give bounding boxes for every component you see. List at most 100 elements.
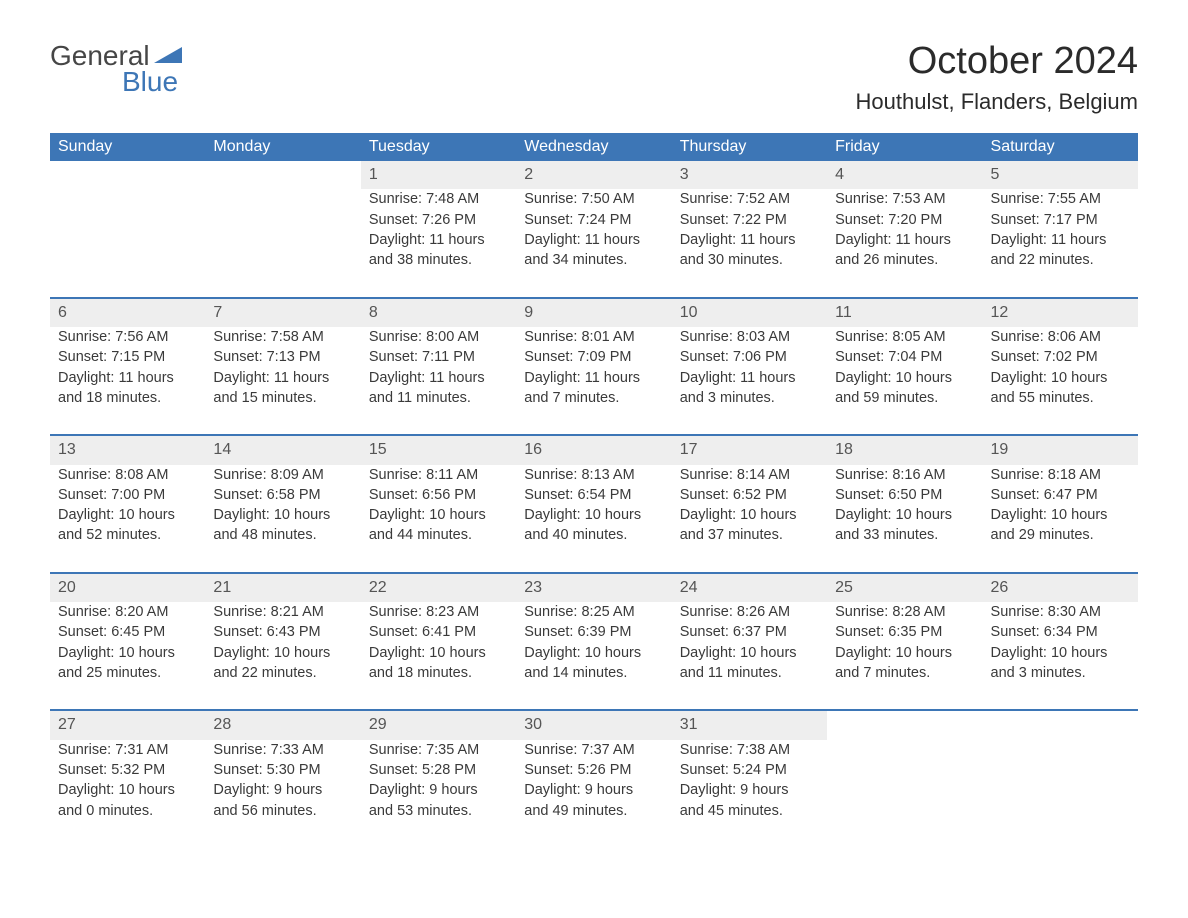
sunset-text: Sunset: 6:37 PM — [680, 622, 819, 642]
daylight-line2: and 15 minutes. — [213, 388, 352, 408]
daylight-line2: and 14 minutes. — [524, 663, 663, 683]
day-info-cell: Sunrise: 7:48 AMSunset: 7:26 PMDaylight:… — [361, 189, 516, 297]
month-title: October 2024 — [856, 40, 1138, 83]
sunrise-text: Sunrise: 7:31 AM — [58, 740, 197, 760]
sunset-text: Sunset: 6:54 PM — [524, 485, 663, 505]
sunset-text: Sunset: 7:04 PM — [835, 347, 974, 367]
day-info-cell: Sunrise: 8:11 AMSunset: 6:56 PMDaylight:… — [361, 465, 516, 573]
logo: General Blue — [50, 40, 182, 98]
day-info-cell: Sunrise: 7:56 AMSunset: 7:15 PMDaylight:… — [50, 327, 205, 435]
daylight-line1: Daylight: 9 hours — [680, 780, 819, 800]
daylight-line2: and 3 minutes. — [991, 663, 1130, 683]
day-info-cell: Sunrise: 8:05 AMSunset: 7:04 PMDaylight:… — [827, 327, 982, 435]
daylight-line1: Daylight: 11 hours — [369, 230, 508, 250]
daylight-line2: and 44 minutes. — [369, 525, 508, 545]
daylight-line2: and 25 minutes. — [58, 663, 197, 683]
day-header-row: Sunday Monday Tuesday Wednesday Thursday… — [50, 133, 1138, 161]
day-number-cell: 10 — [672, 298, 827, 327]
daylight-line2: and 18 minutes. — [58, 388, 197, 408]
daylight-line2: and 56 minutes. — [213, 801, 352, 821]
sunrise-text: Sunrise: 8:28 AM — [835, 602, 974, 622]
daylight-line2: and 26 minutes. — [835, 250, 974, 270]
daylight-line1: Daylight: 10 hours — [680, 505, 819, 525]
daylight-line1: Daylight: 10 hours — [213, 505, 352, 525]
sunrise-text: Sunrise: 8:08 AM — [58, 465, 197, 485]
sunrise-text: Sunrise: 7:38 AM — [680, 740, 819, 760]
sunset-text: Sunset: 6:56 PM — [369, 485, 508, 505]
day-number-cell: 6 — [50, 298, 205, 327]
sunset-text: Sunset: 6:34 PM — [991, 622, 1130, 642]
daylight-line1: Daylight: 10 hours — [835, 643, 974, 663]
week-daynum-row: 6789101112 — [50, 298, 1138, 327]
sunrise-text: Sunrise: 7:53 AM — [835, 189, 974, 209]
daylight-line2: and 38 minutes. — [369, 250, 508, 270]
day-number-cell: 16 — [516, 435, 671, 464]
day-info-cell: Sunrise: 7:33 AMSunset: 5:30 PMDaylight:… — [205, 740, 360, 847]
daylight-line1: Daylight: 9 hours — [369, 780, 508, 800]
daylight-line1: Daylight: 10 hours — [991, 505, 1130, 525]
sunrise-text: Sunrise: 8:06 AM — [991, 327, 1130, 347]
col-tuesday: Tuesday — [361, 133, 516, 161]
day-info-cell: Sunrise: 7:53 AMSunset: 7:20 PMDaylight:… — [827, 189, 982, 297]
sunset-text: Sunset: 7:15 PM — [58, 347, 197, 367]
day-number-cell: 23 — [516, 573, 671, 602]
daylight-line2: and 34 minutes. — [524, 250, 663, 270]
daylight-line1: Daylight: 11 hours — [524, 368, 663, 388]
title-block: October 2024 Houthulst, Flanders, Belgiu… — [856, 40, 1138, 115]
daylight-line1: Daylight: 11 hours — [680, 230, 819, 250]
daylight-line1: Daylight: 10 hours — [58, 780, 197, 800]
sunrise-text: Sunrise: 8:13 AM — [524, 465, 663, 485]
sunrise-text: Sunrise: 7:48 AM — [369, 189, 508, 209]
daylight-line2: and 45 minutes. — [680, 801, 819, 821]
day-number-cell — [827, 710, 982, 739]
daylight-line1: Daylight: 10 hours — [991, 643, 1130, 663]
day-number-cell: 1 — [361, 161, 516, 189]
sunrise-text: Sunrise: 8:05 AM — [835, 327, 974, 347]
logo-word2: Blue — [122, 66, 182, 98]
daylight-line2: and 37 minutes. — [680, 525, 819, 545]
daylight-line2: and 40 minutes. — [524, 525, 663, 545]
daylight-line1: Daylight: 11 hours — [835, 230, 974, 250]
daylight-line2: and 33 minutes. — [835, 525, 974, 545]
sunrise-text: Sunrise: 7:55 AM — [991, 189, 1130, 209]
daylight-line1: Daylight: 11 hours — [58, 368, 197, 388]
sunrise-text: Sunrise: 7:50 AM — [524, 189, 663, 209]
day-info-cell: Sunrise: 7:35 AMSunset: 5:28 PMDaylight:… — [361, 740, 516, 847]
daylight-line2: and 48 minutes. — [213, 525, 352, 545]
daylight-line1: Daylight: 10 hours — [991, 368, 1130, 388]
sunset-text: Sunset: 5:26 PM — [524, 760, 663, 780]
daylight-line1: Daylight: 10 hours — [213, 643, 352, 663]
daylight-line1: Daylight: 9 hours — [524, 780, 663, 800]
week-daynum-row: 2728293031 — [50, 710, 1138, 739]
daylight-line2: and 3 minutes. — [680, 388, 819, 408]
day-info-cell: Sunrise: 8:14 AMSunset: 6:52 PMDaylight:… — [672, 465, 827, 573]
day-number-cell: 22 — [361, 573, 516, 602]
sunset-text: Sunset: 7:20 PM — [835, 210, 974, 230]
day-number-cell: 27 — [50, 710, 205, 739]
day-info-cell: Sunrise: 8:08 AMSunset: 7:00 PMDaylight:… — [50, 465, 205, 573]
sunrise-text: Sunrise: 8:20 AM — [58, 602, 197, 622]
sunset-text: Sunset: 6:47 PM — [991, 485, 1130, 505]
col-thursday: Thursday — [672, 133, 827, 161]
daylight-line2: and 7 minutes. — [835, 663, 974, 683]
sunrise-text: Sunrise: 8:01 AM — [524, 327, 663, 347]
day-number-cell: 20 — [50, 573, 205, 602]
col-saturday: Saturday — [983, 133, 1138, 161]
day-number-cell: 15 — [361, 435, 516, 464]
daylight-line1: Daylight: 10 hours — [680, 643, 819, 663]
sunrise-text: Sunrise: 8:21 AM — [213, 602, 352, 622]
day-number-cell: 4 — [827, 161, 982, 189]
sunrise-text: Sunrise: 7:58 AM — [213, 327, 352, 347]
daylight-line1: Daylight: 10 hours — [835, 368, 974, 388]
sunset-text: Sunset: 7:11 PM — [369, 347, 508, 367]
daylight-line2: and 52 minutes. — [58, 525, 197, 545]
daylight-line1: Daylight: 11 hours — [369, 368, 508, 388]
daylight-line2: and 18 minutes. — [369, 663, 508, 683]
day-number-cell: 18 — [827, 435, 982, 464]
week-daynum-row: 20212223242526 — [50, 573, 1138, 602]
daylight-line2: and 30 minutes. — [680, 250, 819, 270]
daylight-line1: Daylight: 11 hours — [680, 368, 819, 388]
daylight-line2: and 11 minutes. — [680, 663, 819, 683]
day-number-cell: 30 — [516, 710, 671, 739]
daylight-line1: Daylight: 10 hours — [835, 505, 974, 525]
